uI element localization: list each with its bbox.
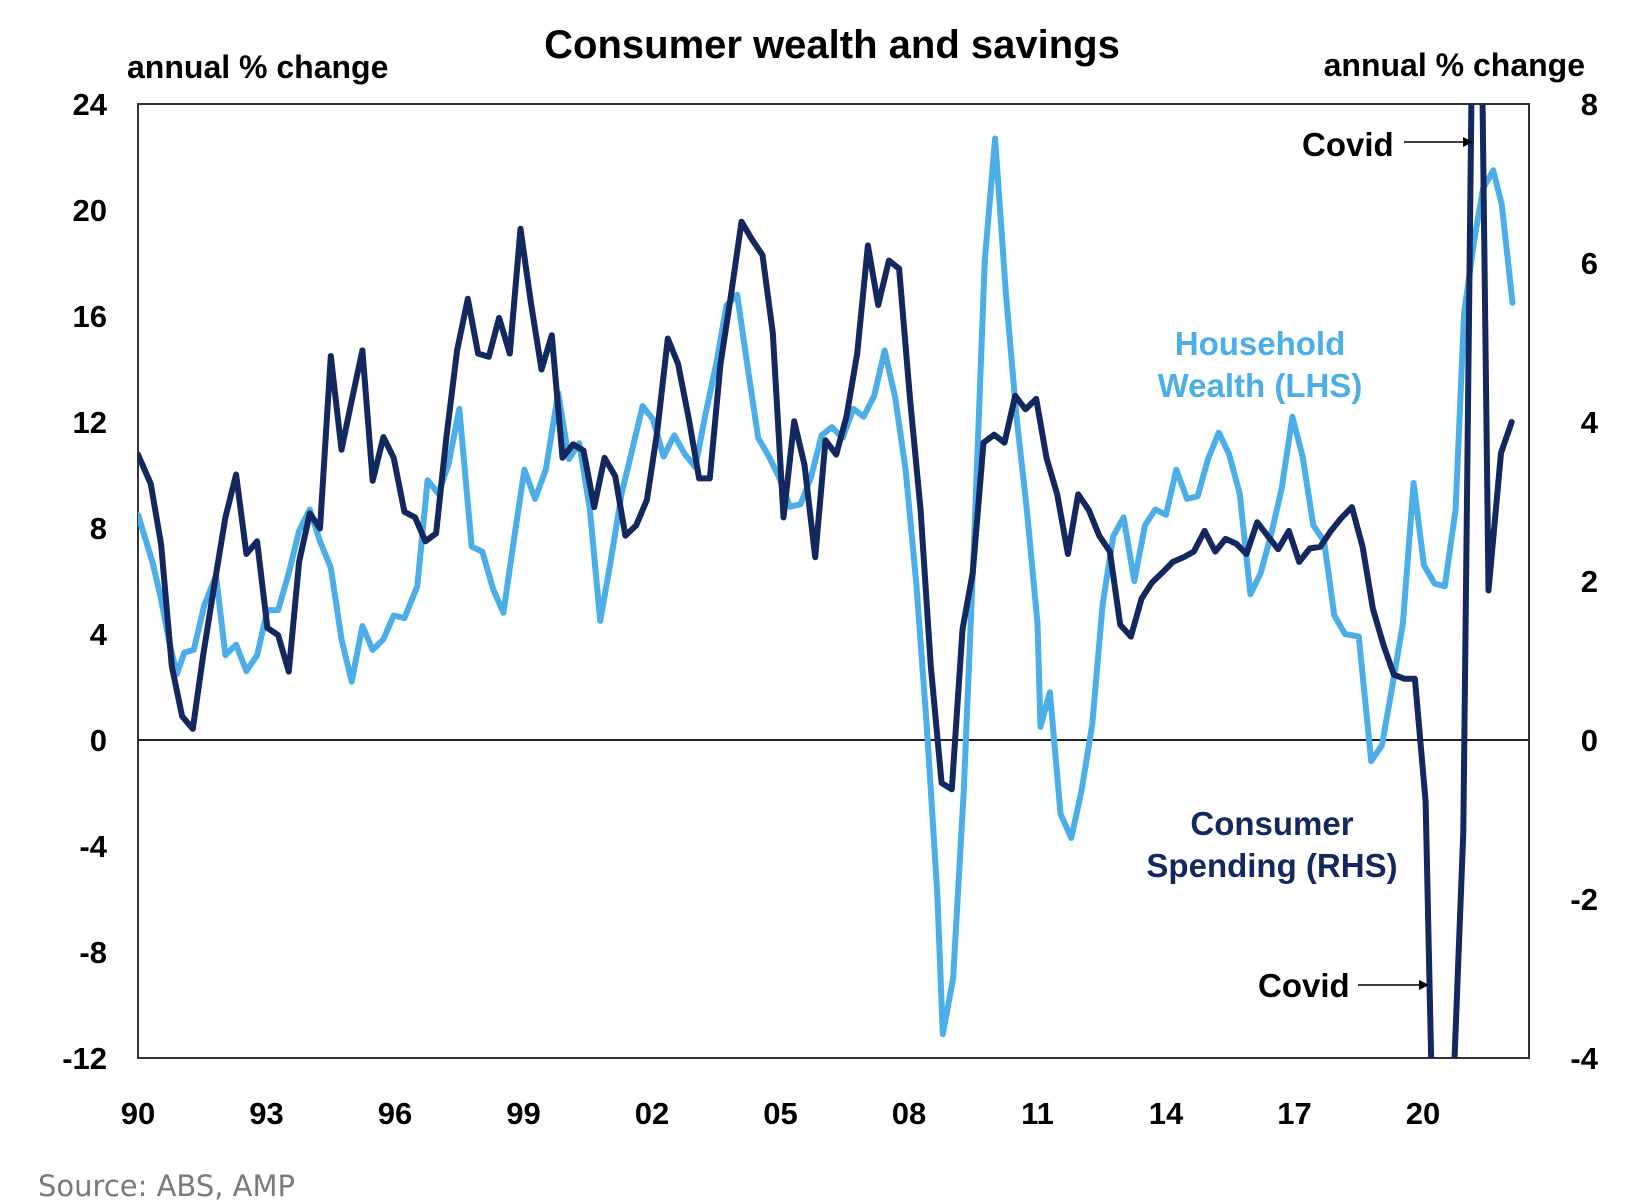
x-tick-label: 20 <box>1406 1096 1440 1131</box>
right-axis-title: annual % change <box>1324 47 1585 83</box>
legend-household-wealth: Household Wealth (LHS) <box>1158 325 1363 404</box>
x-tick-label: 99 <box>506 1096 540 1131</box>
x-axis-ticks: 90 93 96 99 02 05 08 11 14 17 20 <box>121 1096 1440 1131</box>
left-tick-label: -4 <box>79 829 107 864</box>
x-tick-label: 05 <box>763 1096 797 1131</box>
covid-label-top: Covid <box>1302 126 1394 163</box>
x-tick-label: 17 <box>1277 1096 1311 1131</box>
left-axis-title: annual % change <box>127 49 388 85</box>
left-tick-label: 16 <box>73 299 107 334</box>
legend-consumer-spending: Consumer Spending (RHS) <box>1146 805 1397 884</box>
series-line-consumer-spending <box>138 104 1515 1058</box>
left-axis-ticks: 24 20 16 12 8 4 0 -4 -8 -12 <box>62 87 108 1076</box>
right-tick-label: -4 <box>1570 1041 1598 1076</box>
right-tick-label: 2 <box>1581 564 1598 599</box>
left-tick-label: 12 <box>73 405 107 440</box>
left-tick-label: -8 <box>79 935 107 970</box>
x-tick-label: 08 <box>892 1096 926 1131</box>
legend-household-wealth-line1: Household <box>1175 325 1346 362</box>
left-tick-label: -12 <box>62 1041 107 1076</box>
x-tick-label: 14 <box>1149 1096 1184 1131</box>
covid-annotation-bottom: Covid <box>1258 967 1429 1004</box>
legend-household-wealth-line2: Wealth (LHS) <box>1158 367 1363 404</box>
plot-area <box>137 103 1530 1059</box>
left-tick-label: 24 <box>73 87 108 122</box>
left-tick-label: 4 <box>90 617 108 652</box>
covid-annotation-top: Covid <box>1302 126 1473 163</box>
chart-title: Consumer wealth and savings <box>544 23 1120 67</box>
legend-consumer-spending-line2: Spending (RHS) <box>1146 847 1397 884</box>
source-note: Source: ABS, AMP <box>38 1169 295 1202</box>
left-tick-label: 0 <box>90 723 107 758</box>
x-tick-label: 93 <box>249 1096 283 1131</box>
x-tick-label: 90 <box>121 1096 155 1131</box>
x-tick-label: 96 <box>378 1096 412 1131</box>
right-tick-label: 4 <box>1581 405 1599 440</box>
x-tick-label: 11 <box>1021 1096 1054 1131</box>
right-tick-label: -2 <box>1570 882 1598 917</box>
right-tick-label: 6 <box>1581 246 1598 281</box>
right-tick-label: 0 <box>1581 723 1598 758</box>
right-tick-label: 8 <box>1581 87 1598 122</box>
right-axis-ticks: 8 6 4 2 0 -2 -4 <box>1570 87 1598 1076</box>
series-line-household-wealth <box>138 135 1516 1038</box>
covid-label-bottom: Covid <box>1258 967 1350 1004</box>
x-tick-label: 02 <box>635 1096 669 1131</box>
left-tick-label: 8 <box>90 511 107 546</box>
legend-consumer-spending-line1: Consumer <box>1190 805 1353 842</box>
left-tick-label: 20 <box>73 193 107 228</box>
